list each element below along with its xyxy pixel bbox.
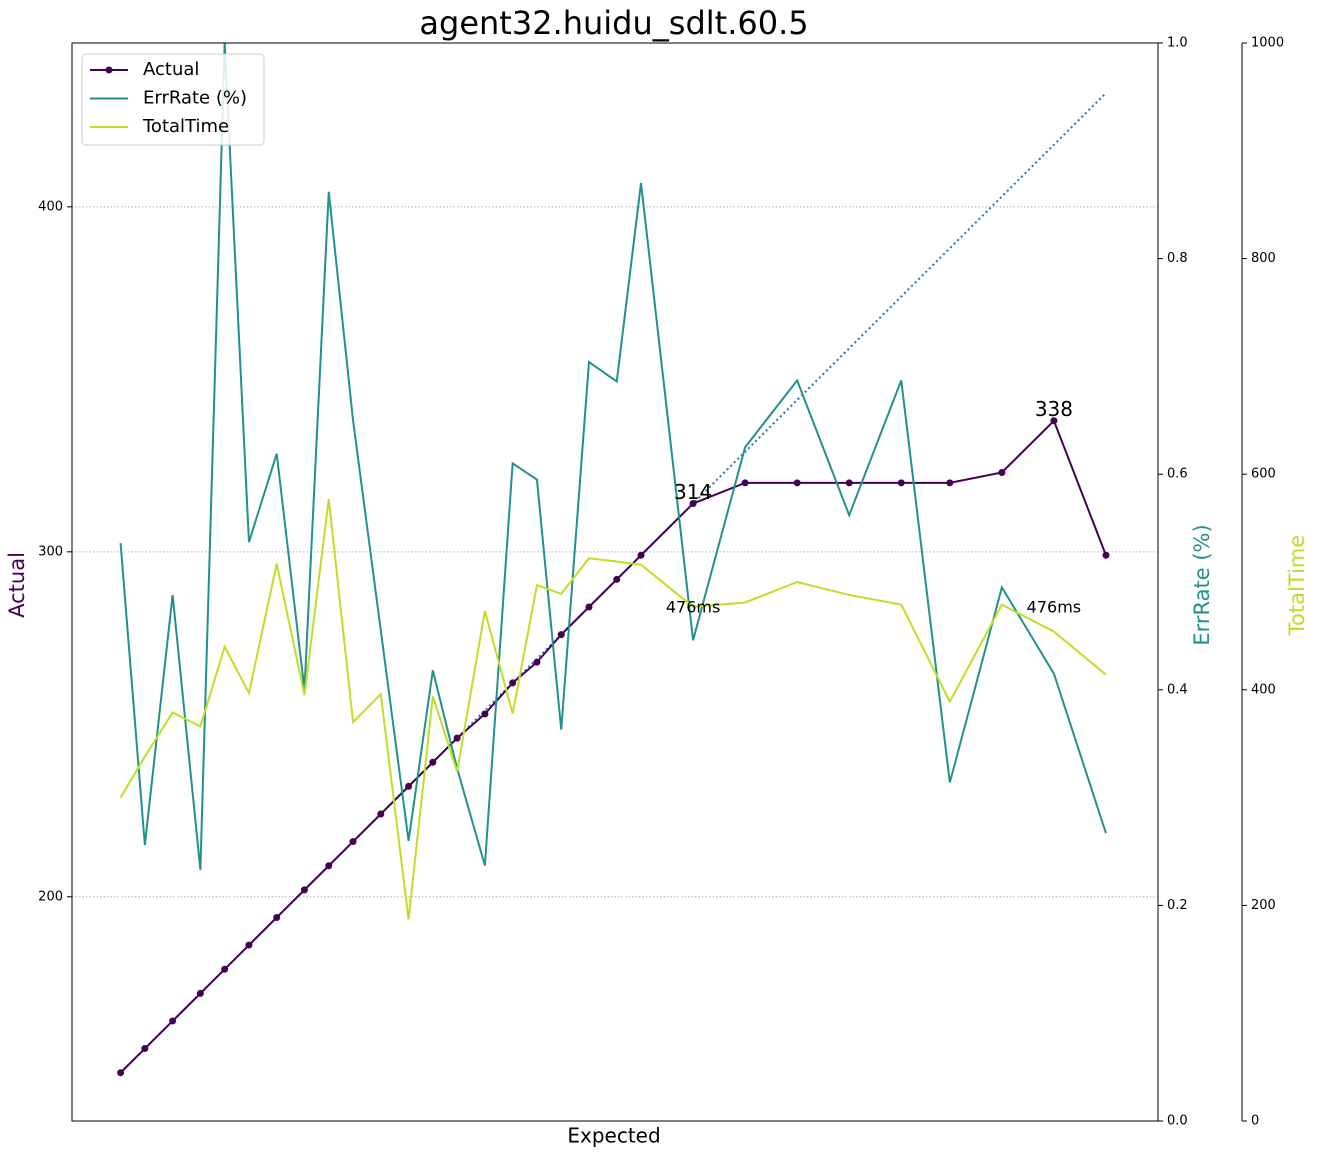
data-point [509,679,517,687]
y3-tick-label: 0 [1251,1114,1259,1129]
data-point [1050,417,1058,425]
data-point [998,468,1006,476]
series-line [119,42,1107,870]
annotation: 476ms [1027,597,1081,616]
y2-tick-label: 0.4 [1167,682,1188,697]
y3-tick-label: 400 [1251,682,1276,697]
annotation: 476ms [666,597,720,616]
data-point [689,500,697,508]
y3-axis-label: TotalTime [1285,535,1309,636]
y-tick-label: 400 [38,199,63,214]
y2-tick-label: 0.8 [1167,251,1188,266]
y-axis-label: Actual [5,552,29,618]
plot-frame [71,42,1159,1122]
data-point [453,734,461,742]
legend-label: TotalTime [142,116,229,137]
legend-label: ErrRate (%) [143,88,247,109]
data-point [429,758,437,766]
annotation: 314 [674,480,712,504]
data-point [793,479,801,487]
data-point [557,631,565,639]
y2-tick-label: 0.0 [1167,1114,1188,1129]
data-point [897,479,905,487]
data-point [245,941,253,949]
data-point [845,479,853,487]
data-point [741,479,749,487]
data-point [300,886,308,894]
data-point [481,710,489,718]
y2-axis-label: ErrRate (%) [1190,524,1214,645]
legend-box [81,53,265,146]
chart-title: agent32.huidu_sdlt.60.5 [419,4,808,42]
y2-tick-label: 0.6 [1167,467,1188,482]
series-line [119,418,1107,1074]
y3-tick-label: 200 [1251,898,1276,913]
x-axis-label: Expected [567,1124,660,1148]
y-tick-label: 200 [38,889,63,904]
data-point [637,551,645,559]
data-point [325,862,333,870]
data-point [141,1045,149,1053]
series-line [119,498,1107,920]
y3-tick-label: 800 [1251,251,1276,266]
y-tick-label: 300 [38,544,63,559]
y2-tick-label: 0.2 [1167,898,1188,913]
y3-tick-label: 1000 [1251,36,1284,51]
data-point [377,810,385,818]
data-point [533,658,541,666]
data-point [349,838,357,846]
data-point [1102,551,1110,559]
y2-tick-label: 1.0 [1167,36,1188,51]
legend-label: Actual [143,59,199,80]
data-point [405,782,413,790]
data-point [117,1069,125,1077]
data-point [946,479,954,487]
data-point [585,603,593,611]
data-point [221,965,229,973]
data-point [273,913,281,921]
legend-marker [105,66,113,74]
annotation: 338 [1035,397,1073,421]
data-point [613,575,621,583]
data-point [196,989,204,997]
data-point [169,1017,177,1025]
y3-tick-label: 600 [1251,467,1276,482]
